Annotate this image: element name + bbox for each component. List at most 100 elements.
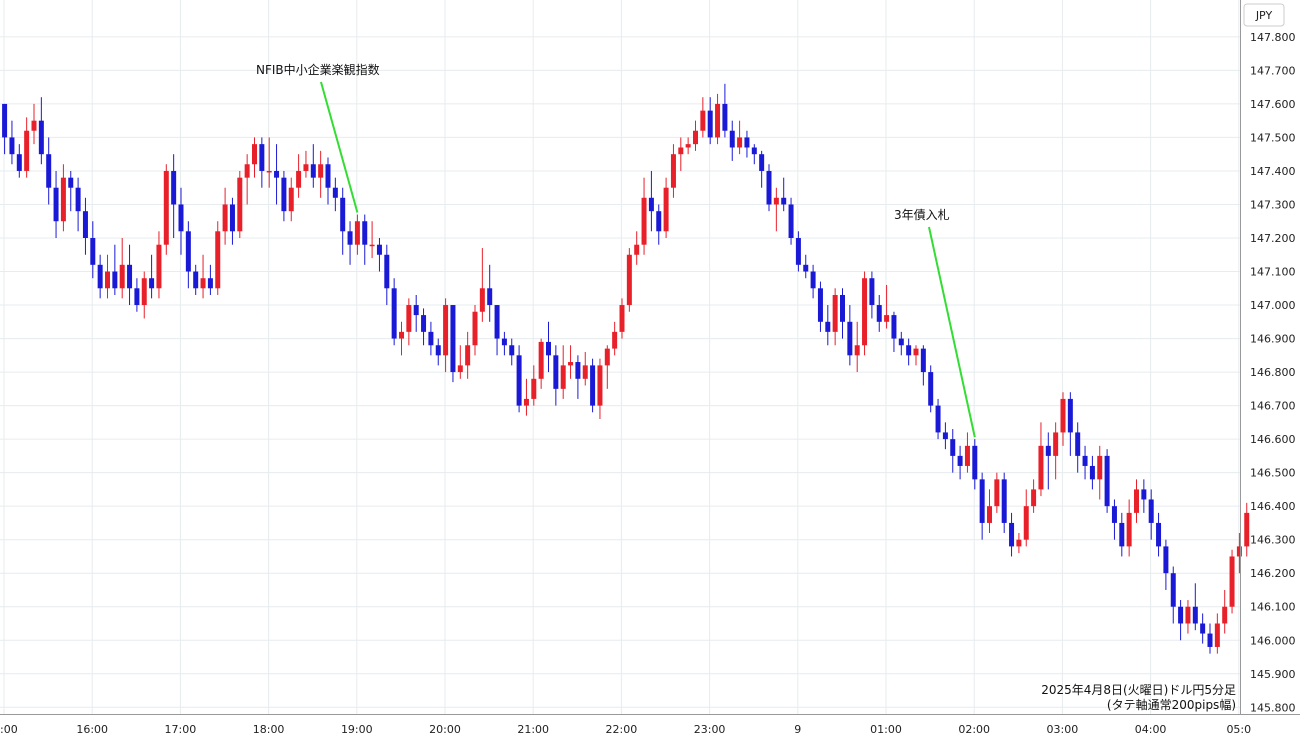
candle-body	[773, 197, 779, 205]
candle-body	[156, 244, 162, 289]
candle-body	[670, 154, 676, 188]
candle	[928, 365, 934, 413]
candle	[531, 365, 537, 406]
candle	[472, 305, 478, 356]
candle	[296, 154, 302, 198]
candle	[24, 117, 30, 178]
candle-body	[391, 288, 397, 339]
candle-body	[744, 137, 750, 148]
candle-body	[987, 506, 992, 523]
chart-caption-line2: (タテ軸通常200pips幅)	[1107, 697, 1236, 712]
y-tick-label: 146.000	[1250, 634, 1296, 647]
candle	[119, 238, 125, 299]
candle	[656, 204, 662, 245]
candle-body	[906, 345, 912, 356]
candle	[266, 137, 272, 188]
candle	[244, 154, 250, 205]
candle-body	[942, 432, 948, 440]
candle-body	[766, 170, 772, 205]
candle	[1170, 566, 1176, 624]
candle-body	[810, 271, 816, 289]
candle-body	[715, 103, 721, 138]
annotations: NFIB中小企業楽観指数 3年債入札	[256, 62, 976, 438]
candle	[1001, 472, 1007, 533]
candle-body	[31, 120, 37, 131]
candle-body	[1236, 546, 1242, 557]
candle-body	[362, 221, 368, 245]
candle-body	[479, 288, 485, 312]
candle	[237, 170, 243, 238]
candle	[229, 197, 235, 245]
candle	[979, 472, 985, 540]
candle-body	[685, 144, 691, 148]
candle-body	[24, 130, 30, 171]
candle-body	[582, 365, 588, 379]
candle	[1045, 432, 1051, 490]
x-tick-label: 21:00	[517, 723, 549, 736]
x-tick-label: 03:00	[1047, 723, 1079, 736]
candle-body	[1126, 512, 1132, 547]
candle-body	[862, 278, 868, 346]
y-tick-label: 147.600	[1250, 98, 1296, 111]
candle	[487, 264, 493, 322]
candle-body	[274, 170, 280, 178]
candle-body	[1001, 479, 1007, 523]
candle	[590, 358, 596, 413]
candle-body	[597, 365, 603, 406]
candle	[1031, 479, 1037, 513]
candle-body	[428, 331, 434, 346]
candle-body	[1156, 522, 1162, 547]
candle	[1060, 392, 1066, 446]
x-tick-label: 01:00	[870, 723, 902, 736]
candle	[538, 338, 544, 389]
y-tick-labels: 147.800 147.700 147.600 147.500 147.400 147.3…	[1250, 31, 1296, 714]
y-tick-label: 146.400	[1250, 500, 1296, 513]
candle	[1097, 445, 1103, 500]
candle	[141, 271, 147, 319]
candle-body	[656, 211, 662, 232]
candle	[553, 345, 559, 406]
candle-body	[472, 311, 478, 346]
candle	[134, 278, 140, 312]
candle-body	[119, 264, 125, 289]
candle-body	[516, 355, 522, 406]
candle-body	[832, 294, 838, 332]
candle-body	[384, 254, 390, 289]
candle-body	[847, 321, 853, 356]
candle	[957, 445, 963, 480]
candle	[222, 187, 228, 245]
candle-body	[928, 372, 934, 406]
candle	[597, 358, 603, 420]
candle-body	[193, 271, 199, 289]
candle	[274, 144, 280, 205]
candle	[1148, 489, 1154, 540]
candle-body	[648, 197, 654, 212]
candle-body	[1016, 539, 1022, 547]
candle	[700, 97, 706, 138]
candle-body	[406, 305, 412, 332]
candle	[935, 398, 941, 440]
candle-body	[171, 170, 177, 205]
candle	[1009, 512, 1015, 557]
candle-body	[105, 271, 110, 289]
candle	[38, 97, 44, 165]
candle-body	[1244, 512, 1250, 547]
candle	[1214, 613, 1220, 654]
candle-body	[134, 288, 140, 306]
candle-body	[185, 231, 191, 272]
x-tick-label: 18:00	[253, 723, 285, 736]
candle-body	[1045, 445, 1051, 456]
candle-body	[700, 110, 706, 131]
candle	[1119, 512, 1125, 557]
candle-body	[575, 362, 581, 379]
candle	[200, 254, 206, 299]
candle	[149, 254, 155, 299]
candle-body	[869, 278, 875, 306]
candle	[560, 345, 566, 399]
candle	[1178, 600, 1184, 641]
candle	[105, 254, 110, 299]
candle-body	[509, 345, 515, 356]
candle	[1053, 422, 1059, 480]
candle	[546, 321, 551, 373]
candle	[325, 157, 331, 205]
